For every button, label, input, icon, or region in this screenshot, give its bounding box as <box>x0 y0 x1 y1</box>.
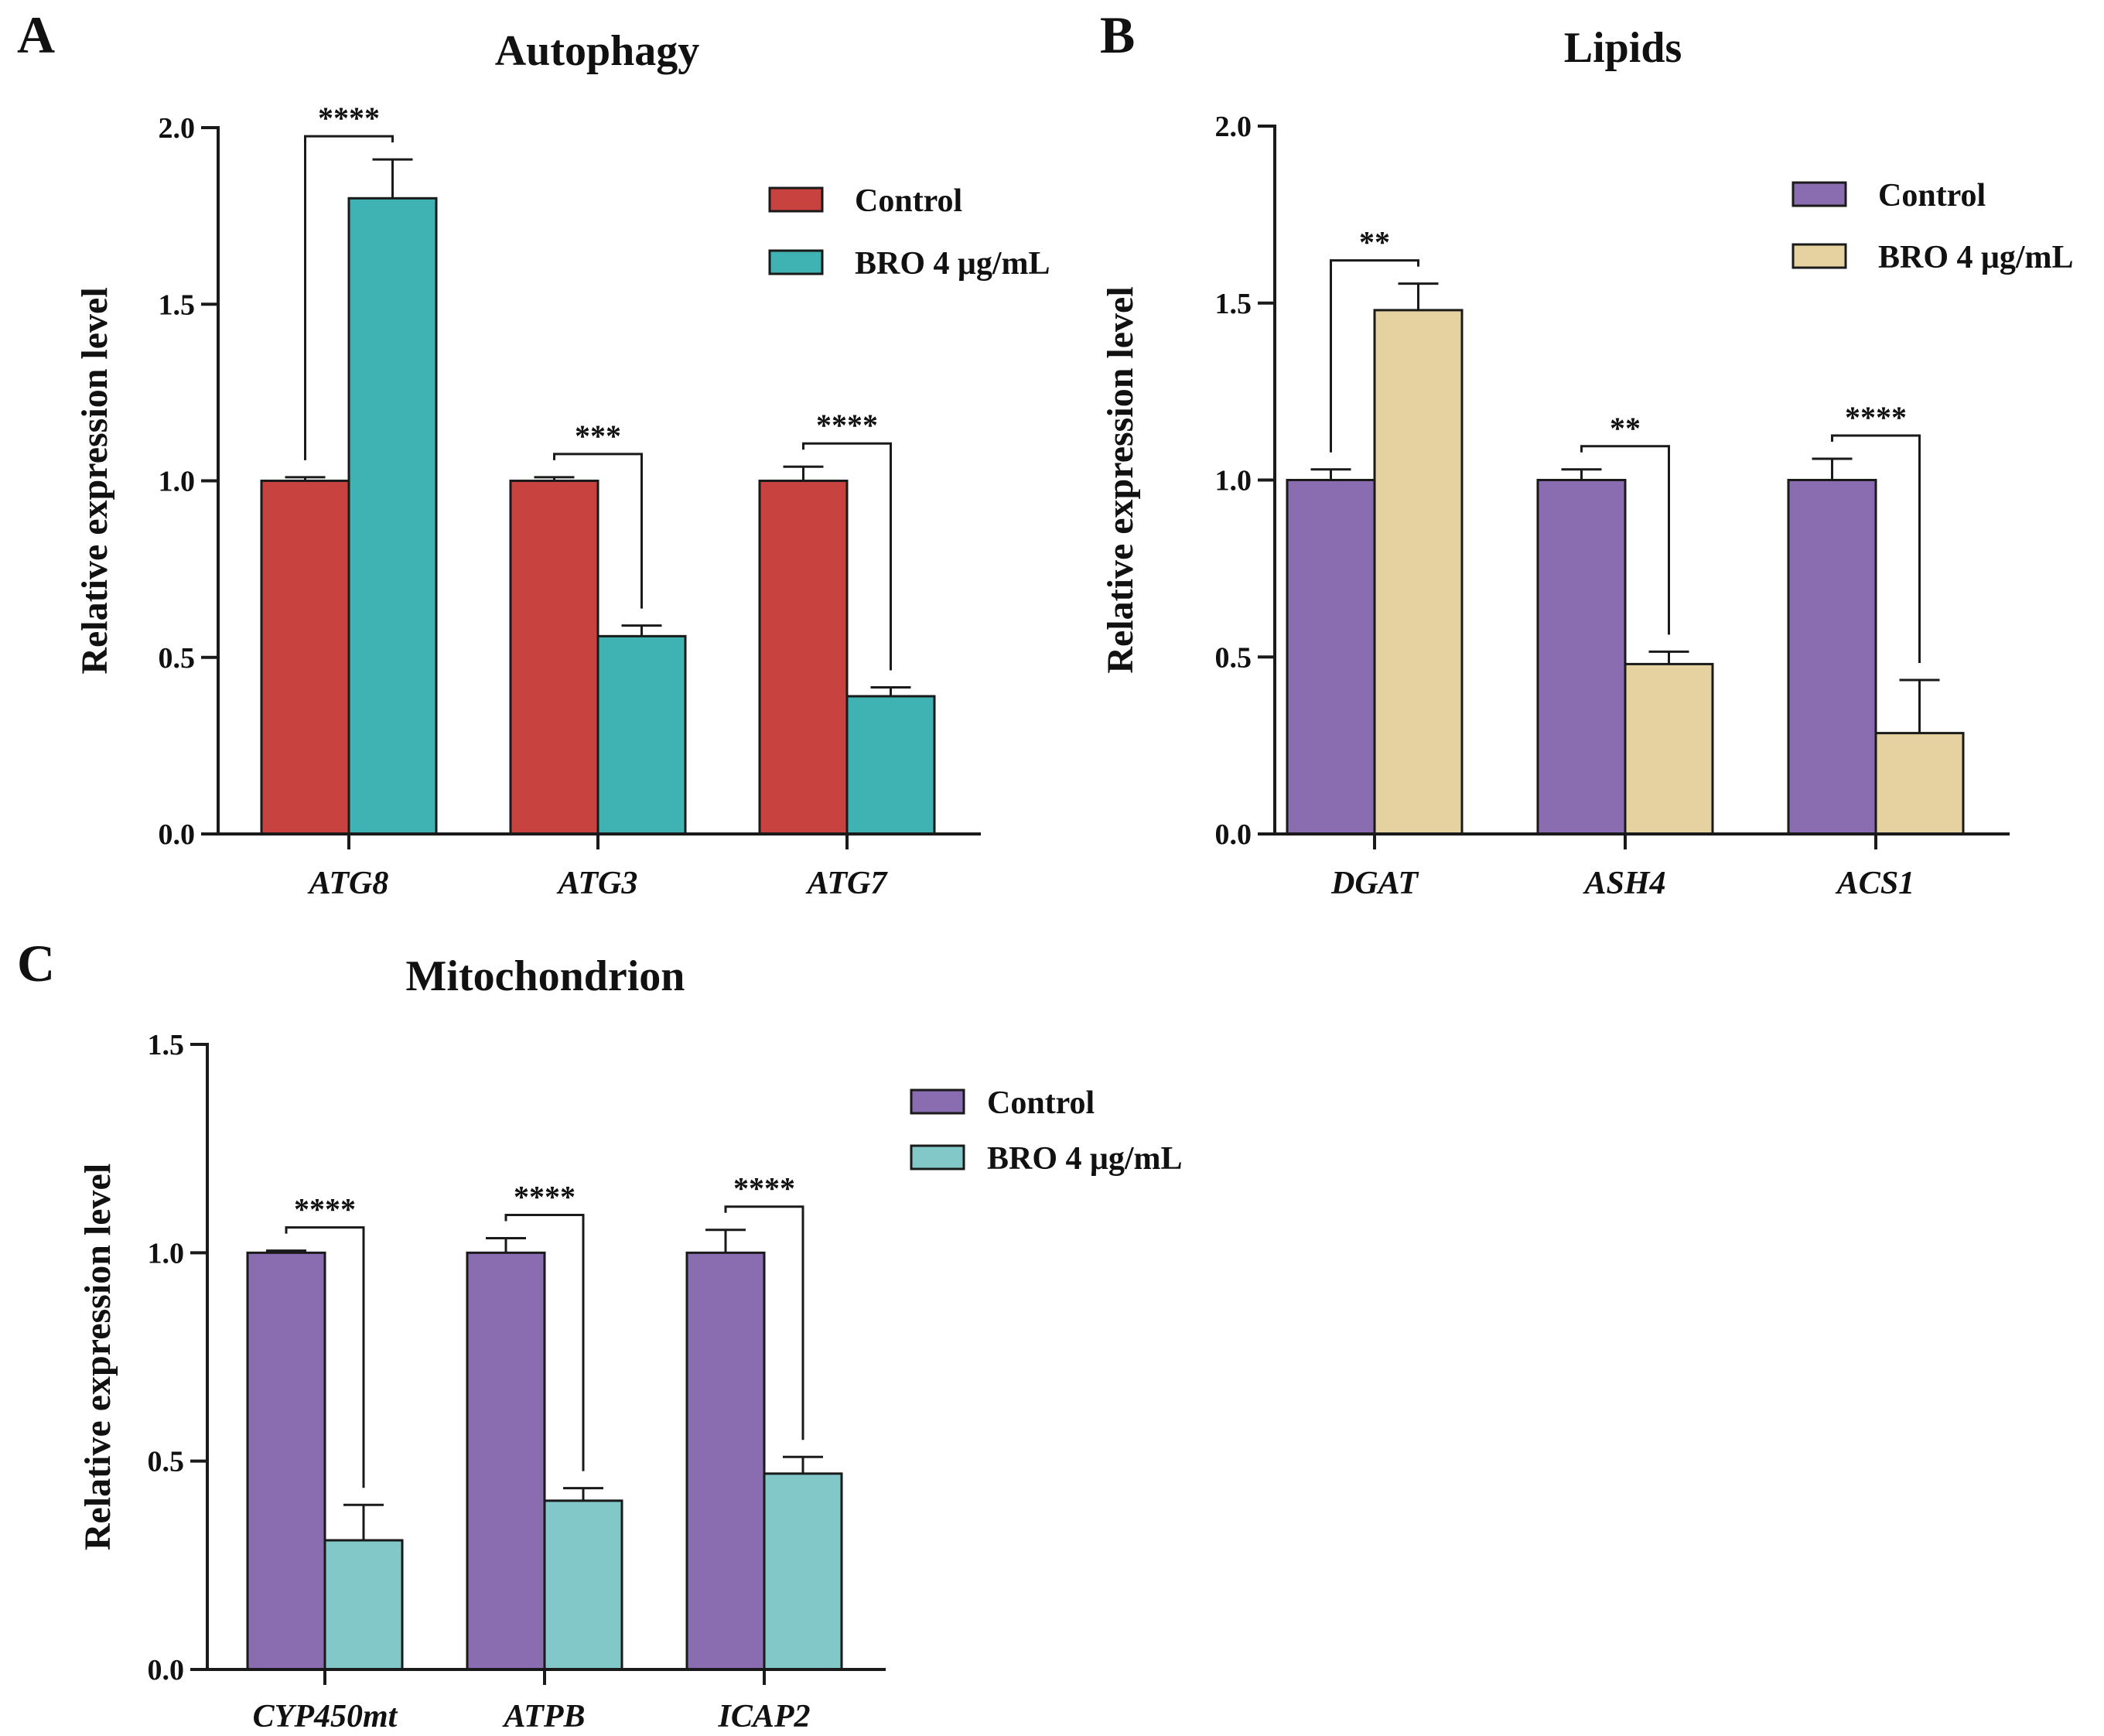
bar-c-atpb-control <box>466 1251 546 1671</box>
y-tick-label: 0.5 <box>159 642 196 675</box>
legend-swatch <box>1791 243 1847 269</box>
significance-bracket <box>1580 445 1670 635</box>
legend-swatch <box>910 1088 965 1115</box>
bar-b-dgat-bro <box>1373 309 1464 836</box>
x-tick-label: ATG3 <box>556 866 638 901</box>
legend-swatch <box>910 1144 965 1170</box>
bar-c-cyp450mt-bro <box>323 1539 404 1671</box>
y-axis-label: Relative expression level <box>1100 286 1141 673</box>
y-tick-label: 0.0 <box>1215 818 1252 851</box>
significance-label: **** <box>318 101 380 135</box>
bar-b-dgat-control <box>1286 479 1376 836</box>
x-tick-label: ATPB <box>501 1699 585 1734</box>
legend-swatch <box>768 249 824 275</box>
x-tick-label: ASH4 <box>1582 866 1665 901</box>
x-tick-label: ATG7 <box>805 866 889 901</box>
bar-b-ash4-control <box>1536 479 1627 836</box>
y-axis-label: Relative expression level <box>77 1164 118 1550</box>
bar-b-acs1-bro <box>1874 732 1965 836</box>
y-tick-label: 2.0 <box>159 112 196 145</box>
chart-panel-a: A Autophagy Relative expression level **** A… <box>17 5 1050 901</box>
y-tick-label: 0.5 <box>1215 641 1252 674</box>
x-tick-label: ACS1 <box>1835 866 1914 901</box>
significance-bracket <box>1330 259 1419 453</box>
bar-a-atg7-control <box>758 480 849 836</box>
chart-title: Mitochondrion <box>406 952 685 1000</box>
legend-swatch <box>768 186 824 213</box>
chart-title: Lipids <box>1564 24 1682 72</box>
x-tick-label: ATG8 <box>307 866 389 901</box>
y-tick-label: 0.0 <box>148 1654 185 1686</box>
significance-label: ** <box>1359 225 1390 260</box>
y-tick-label: 1.0 <box>159 466 196 498</box>
y-tick-label: 0.5 <box>148 1446 185 1478</box>
x-tick-label: CYP450mt <box>253 1699 398 1734</box>
y-tick-label: 1.5 <box>148 1029 185 1061</box>
bar-a-atg8-control <box>260 480 350 836</box>
bar-c-icap2-control <box>685 1251 766 1671</box>
legend-label: Control <box>1878 178 1986 214</box>
significance-bracket <box>304 135 394 460</box>
bar-b-ash4-bro <box>1624 662 1714 836</box>
significance-label: **** <box>294 1192 356 1227</box>
bar-a-atg8-bro <box>347 196 438 836</box>
significance-bracket <box>724 1205 804 1440</box>
y-tick-label: 1.0 <box>1215 465 1252 497</box>
y-axis-label: Relative expression level <box>74 287 115 674</box>
bar-a-atg3-control <box>509 480 599 836</box>
x-tick-label: DGAT <box>1330 866 1419 901</box>
bar-b-acs1-control <box>1787 479 1877 836</box>
bar-c-cyp450mt-control <box>246 1251 326 1671</box>
y-tick-label: 1.0 <box>148 1237 185 1270</box>
chart-panel-c: C Mitochondrion Relative expression level *… <box>17 934 1183 1734</box>
significance-label: **** <box>514 1179 576 1214</box>
y-tick-label: 1.5 <box>159 289 196 321</box>
panel-letter: B <box>1100 5 1135 64</box>
y-tick-label: 1.5 <box>1215 288 1252 320</box>
legend-label: BRO 4 μg/mL <box>987 1141 1183 1177</box>
chart-title: Autophagy <box>495 27 700 75</box>
bar-c-icap2-bro <box>763 1472 843 1671</box>
legend-label: BRO 4 μg/mL <box>855 246 1050 282</box>
significance-label: *** <box>575 419 621 453</box>
bar-a-atg3-bro <box>596 634 687 836</box>
significance-bracket <box>285 1226 365 1488</box>
y-tick-label: 2.0 <box>1215 111 1252 143</box>
bar-c-atpb-bro <box>543 1499 623 1671</box>
chart-panel-b: B Lipids Relative expression level ** DGAT **… <box>1100 5 2074 901</box>
legend-swatch <box>1791 181 1847 207</box>
y-tick-label: 0.0 <box>159 818 196 851</box>
significance-label: **** <box>1845 400 1907 435</box>
x-tick-label: ICAP2 <box>717 1699 810 1734</box>
significance-bracket <box>553 453 643 609</box>
significance-bracket <box>1831 434 1921 663</box>
significance-label: **** <box>816 408 878 443</box>
significance-label: **** <box>733 1171 795 1206</box>
significance-label: ** <box>1610 411 1641 446</box>
legend-label: Control <box>855 183 962 219</box>
panel-letter: C <box>17 934 55 993</box>
significance-bracket <box>504 1213 585 1471</box>
bar-a-atg7-bro <box>845 695 936 836</box>
significance-bracket <box>802 442 892 671</box>
legend-label: BRO 4 μg/mL <box>1878 240 2074 275</box>
legend-label: Control <box>987 1085 1095 1121</box>
panel-letter: A <box>17 5 55 64</box>
